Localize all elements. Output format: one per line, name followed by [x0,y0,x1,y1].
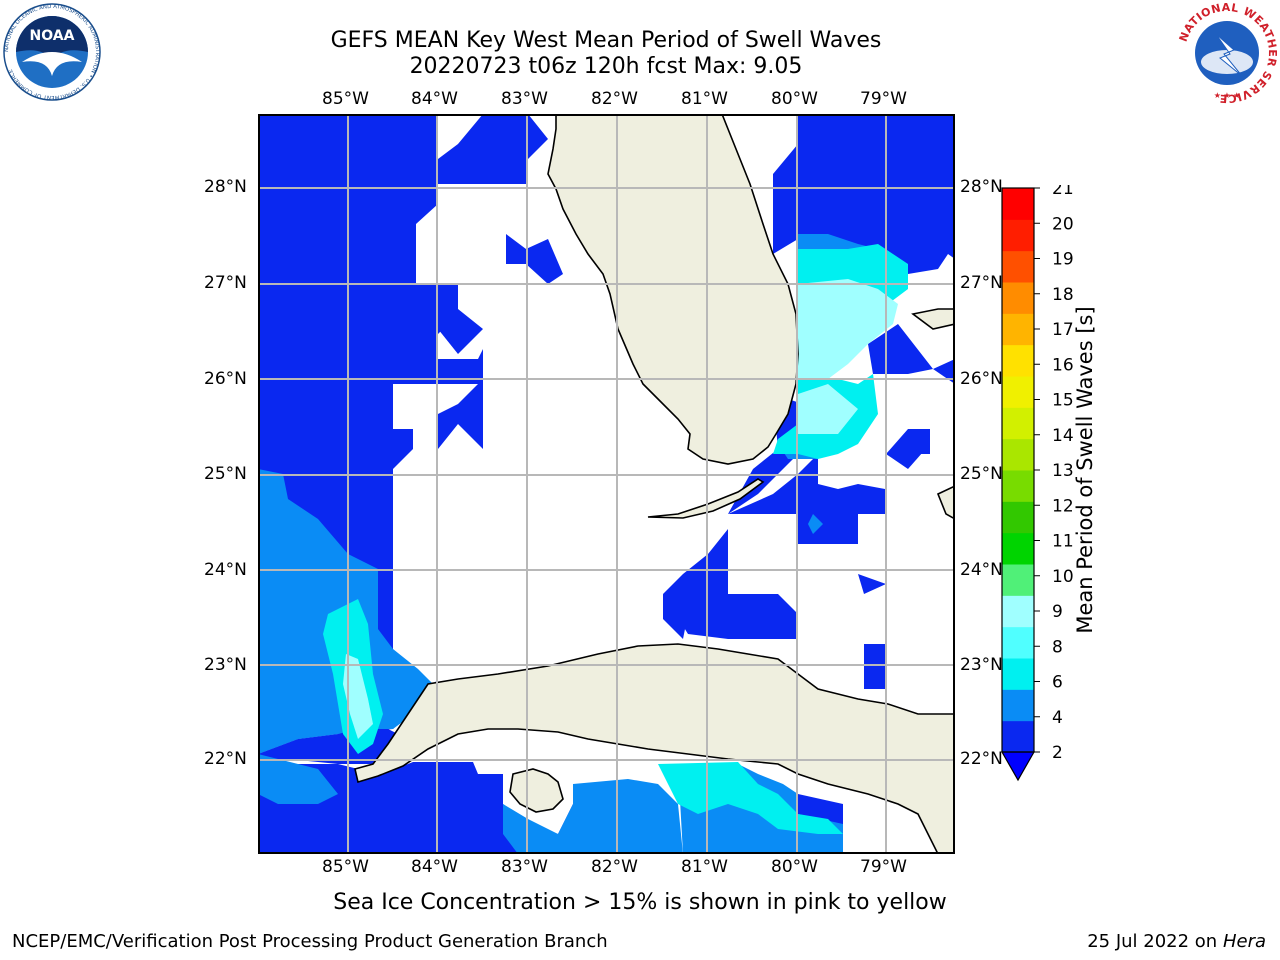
colorbar-segment [1002,720,1034,753]
colorbar-segment [1002,438,1034,471]
colorbar-tick-label: 21 [1052,185,1074,199]
colorbar-segment [1002,313,1034,346]
land [354,114,955,854]
lon-label-bottom: 80°W [771,857,818,877]
lon-label-bottom: 84°W [411,857,458,877]
colorbar-segment [1002,250,1034,283]
colorbar-tick-label: 10 [1052,567,1074,587]
lat-label-right: 28°N [960,177,1003,197]
lat-label-left: 27°N [204,273,247,293]
colorbar-tick-label: 12 [1052,496,1074,516]
colorbar-label: Mean Period of Swell Waves [s] [1073,306,1097,634]
noaa-logo: NATIONAL OCEANIC AND ATMOSPHERIC ADMINIS… [3,3,101,101]
colorbar-segment [1002,564,1034,596]
lon-label-top: 81°W [681,89,728,109]
footer-date: 25 Jul 2022 on Hera [1087,931,1266,952]
colorbar-segment [1002,532,1034,565]
colorbar-tick-label: 18 [1052,285,1074,305]
colorbar-segment [1002,689,1034,722]
lat-label-left: 24°N [204,560,247,580]
map-frame [258,114,955,854]
colorbar-tick-label: 17 [1052,320,1074,340]
lat-label-right: 24°N [960,560,1003,580]
lon-label-bottom: 83°W [501,857,548,877]
colorbar-tick-label: 8 [1052,637,1063,657]
colorbar-segment [1002,282,1034,314]
lon-label-bottom: 79°W [860,857,907,877]
chart-title: GEFS MEAN Key West Mean Period of Swell … [330,28,882,53]
chart-subtitle: 20220723 t06z 120h fcst Max: 9.05 [409,54,803,79]
colorbar: 2 4 6 8 9 10 11 12 13 14 15 16 17 18 19 20 21 [1000,185,1074,782]
lon-label-bottom: 85°W [322,857,369,877]
lon-label-bottom: 81°W [681,857,728,877]
svg-text:★ ★ ★: ★ ★ ★ [1214,91,1241,100]
colorbar-tick-label: 6 [1052,673,1063,693]
colorbar-extend-triangle [1000,751,1036,782]
lon-label-top: 83°W [501,89,548,109]
colorbar-tick-label: 13 [1052,461,1074,481]
colorbar-segment [1002,407,1034,440]
colorbar-segment [1002,188,1034,220]
lat-label-left: 22°N [204,749,247,769]
contour-8-9s [343,279,898,739]
graticule [258,114,955,854]
lat-label-left: 25°N [204,464,247,484]
colorbar-tick-label: 11 [1052,532,1074,552]
colorbar-segment [1002,344,1034,377]
colorbar-segment [1002,626,1034,659]
nws-logo: NATIONAL WEATHER SERVICE ★ ★ ★ [1177,2,1278,104]
lat-label-right: 27°N [960,273,1003,293]
colorbar-tick-label: 4 [1052,708,1063,728]
footer-credit: NCEP/EMC/Verification Post Processing Pr… [12,931,608,952]
lat-label-right: 22°N [960,749,1003,769]
lat-label-left: 28°N [204,177,247,197]
lon-label-top: 80°W [771,89,818,109]
colorbar-tick-label: 15 [1052,391,1074,411]
footer-host: Hera [1222,931,1266,952]
colorbar-segment [1002,376,1034,408]
noaa-logo-text: NOAA [30,28,75,44]
lat-label-right: 23°N [960,655,1003,675]
lat-label-right: 25°N [960,464,1003,484]
lat-label-left: 23°N [204,655,247,675]
colorbar-tick-label: 20 [1052,214,1074,234]
colorbar-tick-label: 19 [1052,250,1074,270]
lon-label-top: 85°W [322,89,369,109]
colorbar-tick-label: 16 [1052,355,1074,375]
lon-label-top: 84°W [411,89,458,109]
lon-label-top: 82°W [591,89,638,109]
colorbar-tick-label: 9 [1052,602,1063,622]
colorbar-segment [1002,595,1034,628]
lat-label-left: 26°N [204,369,247,389]
lat-label-right: 26°N [960,369,1003,389]
colorbar-segment [1002,470,1034,502]
colorbar-segment [1002,658,1034,690]
colorbar-tick-label: 2 [1052,743,1063,763]
swell-period-map [258,114,955,854]
lon-label-top: 79°W [860,89,907,109]
colorbar-segment [1002,501,1034,534]
sea-ice-note: Sea Ice Concentration > 15% is shown in … [333,890,947,915]
lon-label-bottom: 82°W [591,857,638,877]
colorbar-segment [1002,219,1034,252]
footer-date-text: 25 Jul 2022 on [1087,931,1223,952]
colorbar-tick-label: 14 [1052,426,1074,446]
